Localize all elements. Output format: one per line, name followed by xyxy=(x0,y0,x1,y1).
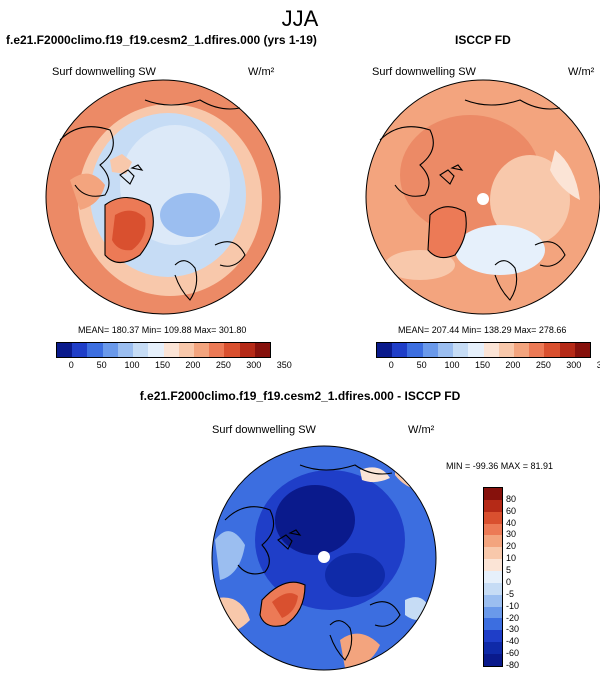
colorbar-tick-label: 60 xyxy=(506,505,517,516)
right-panel-title: ISCCP FD xyxy=(455,33,511,47)
colorbar-tick-label: 5 xyxy=(506,565,512,576)
colorbar-segment xyxy=(178,343,194,357)
right-variable-label: Surf downwelling SW xyxy=(372,66,476,78)
diff-panel-title: f.e21.F2000climo.f19_f19.cesm2_1.dfires.… xyxy=(139,389,461,403)
colorbar-segment xyxy=(468,343,484,357)
colorbar-tick-label: 150 xyxy=(474,360,491,370)
colorbar-segment xyxy=(484,488,502,500)
colorbar-tick-label: 30 xyxy=(506,529,517,540)
colorbar-tick-label: 350 xyxy=(276,360,292,370)
colorbar-isccp xyxy=(376,342,591,358)
colorbar-tick-label: 150 xyxy=(154,360,171,370)
colorbar-tick-label: 250 xyxy=(535,360,551,370)
page-title: JJA xyxy=(281,6,319,31)
colorbar-difference xyxy=(483,487,503,667)
coastlines-difference xyxy=(224,464,401,661)
colorbar-segment xyxy=(484,594,502,607)
right-units-label: W/m² xyxy=(568,66,595,78)
colorbar-segment xyxy=(484,547,502,560)
colorbar-segment xyxy=(102,343,118,357)
colorbar-segment xyxy=(484,606,502,619)
colorbar-segment xyxy=(484,642,502,655)
colorbar-segment xyxy=(254,343,271,357)
colorbar-segment xyxy=(484,654,502,666)
colorbar-segment xyxy=(117,343,134,357)
colorbar-segment xyxy=(484,571,502,583)
colorbar-segment xyxy=(484,630,502,643)
colorbar-tick-label: 20 xyxy=(506,541,517,552)
colorbar-tick-label: 50 xyxy=(416,360,427,370)
colorbar-tick-label: -30 xyxy=(506,624,520,635)
diff-units-label: W/m² xyxy=(408,424,435,436)
colorbar-segment xyxy=(574,343,591,357)
colorbar-segment xyxy=(392,343,408,357)
colorbar-segment xyxy=(422,343,438,357)
colorbar-segment xyxy=(484,582,502,595)
colorbar-segment xyxy=(484,499,502,512)
colorbar-segment xyxy=(453,343,469,357)
colorbar-segment xyxy=(57,343,73,357)
colorbar-tick-label: 300 xyxy=(566,360,582,370)
colorbar-tick-label: 100 xyxy=(444,360,460,370)
colorbar-segment xyxy=(544,343,560,357)
left-stats: MEAN= 180.37 Min= 109.88 Max= 301.80 xyxy=(78,325,247,335)
colorbar-tick-label: 200 xyxy=(505,360,521,370)
colorbar-tick-label: 10 xyxy=(506,553,517,564)
colorbar-segment xyxy=(484,511,502,524)
diff-stats: MIN = -99.36 MAX = 81.91 xyxy=(446,461,554,471)
colorbar-tick-label: 80 xyxy=(506,493,517,504)
colorbar-segment xyxy=(529,343,545,357)
map-model xyxy=(46,80,280,314)
colorbar-segment xyxy=(193,343,210,357)
colorbar-segment xyxy=(239,343,255,357)
colorbar-tick-label: 200 xyxy=(185,360,201,370)
colorbar-tick-label: -80 xyxy=(506,660,520,670)
colorbar-tick-label: 300 xyxy=(246,360,262,370)
colorbar-tick-label: -5 xyxy=(506,588,515,599)
colorbar-segment xyxy=(163,343,179,357)
colorbar-segment xyxy=(407,343,423,357)
colorbar-segment xyxy=(87,343,103,357)
colorbar-segment xyxy=(513,343,530,357)
colorbar-segment xyxy=(484,559,502,572)
colorbar-tick-label: -10 xyxy=(506,600,520,611)
coastlines-model xyxy=(59,99,246,301)
left-variable-label: Surf downwelling SW xyxy=(52,66,156,78)
right-stats: MEAN= 207.44 Min= 138.29 Max= 278.66 xyxy=(398,325,567,335)
colorbar-tick-label: 0 xyxy=(506,576,512,587)
colorbar-segment xyxy=(209,343,225,357)
diff-variable-label: Surf downwelling SW xyxy=(212,424,316,436)
colorbar-segment xyxy=(484,523,502,536)
colorbar-tick-label: 350 xyxy=(596,360,600,370)
colorbar-segment xyxy=(224,343,240,357)
colorbar-tick-label: 0 xyxy=(68,360,74,370)
colorbar-tick-label: 100 xyxy=(124,360,140,370)
colorbar-tick-label: 0 xyxy=(388,360,394,370)
colorbar-tick-label: -20 xyxy=(506,612,520,623)
colorbar-model xyxy=(56,342,271,358)
colorbar-segment xyxy=(484,618,502,631)
colorbar-tick-label: -40 xyxy=(506,636,520,647)
colorbar-tick-label: -60 xyxy=(506,648,520,659)
colorbar-tick-label: 40 xyxy=(506,517,517,528)
left-units-label: W/m² xyxy=(248,66,275,78)
colorbar-tick-label: 250 xyxy=(215,360,231,370)
colorbar-segment xyxy=(377,343,393,357)
colorbar-segment xyxy=(72,343,88,357)
colorbar-segment xyxy=(498,343,514,357)
colorbar-segment xyxy=(484,535,502,548)
coastlines-isccp xyxy=(379,99,566,301)
colorbar-segment xyxy=(559,343,575,357)
colorbar-segment xyxy=(148,343,164,357)
colorbar-tick-label: 50 xyxy=(96,360,107,370)
left-panel-title: f.e21.F2000climo.f19_f19.cesm2_1.dfires.… xyxy=(6,33,317,47)
colorbar-segment xyxy=(437,343,454,357)
colorbar-segment xyxy=(133,343,149,357)
colorbar-segment xyxy=(483,343,499,357)
